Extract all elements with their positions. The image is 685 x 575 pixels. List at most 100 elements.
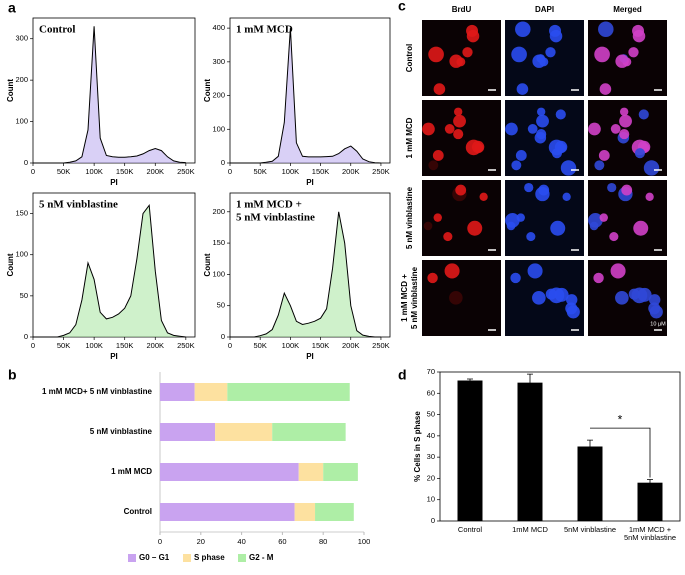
cell [610,263,626,279]
plot-frame [439,371,681,522]
x-tick-label: 50K [254,341,267,350]
histogram-line [33,26,186,164]
error-bar [587,439,593,453]
micrograph [588,260,667,336]
cell [428,160,439,171]
cell [619,107,629,116]
y-tick-label: 100 [212,124,225,133]
cell [648,302,661,315]
category-label: 1 mM MCD+ 5 nM vinblastine [42,387,153,396]
y-tick-label: 150 [15,209,28,218]
cell [633,220,649,236]
cell [433,213,442,222]
cell [527,263,543,279]
column-header: Merged [613,5,642,14]
plot-frame [32,17,196,164]
cell [453,107,463,116]
cell [506,221,516,231]
cell [536,114,549,128]
histogram-line [33,203,186,338]
cell [479,192,488,201]
row-label: 5 nM vinblastine [405,186,414,249]
row-label: 1 mM MCD + [400,274,409,322]
x-tick-label: 5nM vinblastine [564,525,616,534]
x-tick-label: Control [458,525,483,534]
y-tick-label: 10 [427,495,435,504]
error-bar [527,373,533,392]
cell [615,291,629,305]
cell [516,213,525,222]
x-tick-label: 100K [85,167,103,176]
cell [432,150,444,161]
x-axis-label: PI [110,352,118,361]
cell [594,160,605,171]
y-axis-label: % Cells in S phase [413,411,422,482]
y-tick-label: 400 [212,23,225,32]
cell [536,107,546,116]
cell [428,46,444,63]
cell [560,160,577,176]
x-tick-label: 100K [282,341,300,350]
x-tick-label: 200K [342,167,360,176]
cell [643,160,660,176]
micrograph [505,260,584,336]
cell [444,124,455,134]
x-tick-label: 50K [57,167,70,176]
x-tick-label: 250K [177,167,195,176]
y-axis-label: Count [203,79,212,102]
micrograph [588,20,667,96]
cell [615,54,629,68]
x-tick-label: 250K [372,167,390,176]
x-tick-label: 150K [312,167,330,176]
x-tick-label: 50K [57,341,70,350]
cell [598,21,614,37]
cell [607,182,617,193]
error-bar [467,378,473,383]
histogram-area [230,28,381,163]
cell [549,29,563,43]
bar-segment [160,503,295,521]
cell [619,114,632,128]
y-tick-label: 100 [15,117,28,126]
cell [588,122,601,136]
chart-title: 5 nM vinblastine [236,212,315,224]
cell [444,263,460,279]
category-label: 5 nM vinblastine [90,427,153,436]
bar-segment [160,463,299,481]
x-tick-label: 200K [342,341,360,350]
significance-bracket [590,427,651,478]
y-tick-label: 300 [15,34,28,43]
row-label: Control [405,44,414,72]
histogram-area [33,26,186,163]
cell [555,109,566,120]
legend-label: S phase [194,553,225,562]
cell [566,294,578,306]
scale-label: 10 µM [650,321,666,327]
bar-segment [194,383,228,401]
cell [433,83,446,95]
legend-label: G2 - M [249,553,274,562]
micrograph [505,100,584,176]
x-tick-label: 200K [146,167,164,176]
chart-title: 5 nM vinblastine [39,199,118,211]
y-tick-label: 0 [221,158,225,167]
cell [453,129,464,140]
error-bar [647,479,653,486]
y-tick-label: 20 [427,473,435,482]
panel-letter: c [398,0,406,14]
x-tick-label: 50K [254,167,267,176]
cell [510,272,521,284]
y-tick-label: 70 [427,367,435,376]
cell [598,150,610,161]
x-tick-label: 100 [358,537,371,546]
legend-swatch [183,554,191,562]
y-tick-label: 200 [15,75,28,84]
y-tick-label: 60 [427,388,435,397]
cell [511,46,527,63]
cell [515,21,531,37]
legend-swatch [238,554,246,562]
x-axis-label: PI [110,178,118,187]
panel-letter: d [398,367,407,383]
cell [526,232,536,242]
cell [632,29,646,43]
